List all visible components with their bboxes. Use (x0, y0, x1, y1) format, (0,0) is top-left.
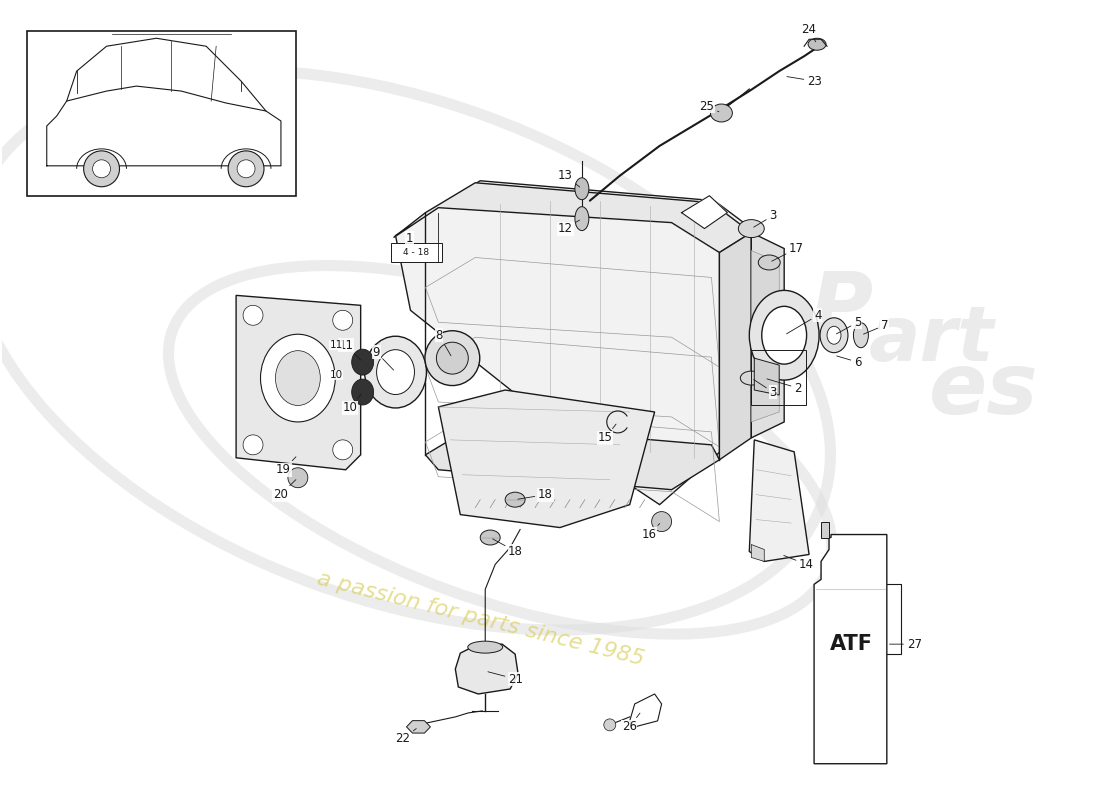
Polygon shape (407, 721, 430, 733)
Text: 27: 27 (890, 638, 922, 650)
Ellipse shape (808, 38, 826, 50)
Circle shape (333, 440, 353, 460)
Ellipse shape (425, 330, 480, 386)
Text: 3: 3 (754, 209, 777, 227)
Text: euro: euro (558, 269, 779, 352)
Text: 23: 23 (786, 74, 822, 88)
Text: 2: 2 (767, 379, 802, 394)
Ellipse shape (364, 336, 427, 408)
Text: P: P (810, 269, 872, 352)
Text: 21: 21 (488, 672, 524, 686)
Text: 13: 13 (558, 170, 580, 187)
Circle shape (604, 719, 616, 731)
Ellipse shape (275, 350, 320, 406)
Text: 24: 24 (801, 22, 816, 42)
Circle shape (243, 435, 263, 455)
Polygon shape (426, 425, 719, 490)
Ellipse shape (821, 318, 848, 353)
Ellipse shape (261, 334, 336, 422)
Text: 4: 4 (786, 309, 822, 334)
Text: 14: 14 (784, 555, 814, 571)
Text: ATF: ATF (829, 634, 872, 654)
Text: 25: 25 (700, 99, 719, 113)
Polygon shape (439, 390, 654, 527)
Text: 6: 6 (837, 356, 861, 369)
Ellipse shape (468, 641, 503, 653)
Ellipse shape (854, 322, 868, 348)
Circle shape (228, 151, 264, 186)
Ellipse shape (575, 206, 589, 230)
Ellipse shape (740, 371, 762, 385)
Polygon shape (682, 196, 727, 229)
Text: 10: 10 (330, 370, 343, 380)
Circle shape (238, 160, 255, 178)
Text: art: art (869, 303, 994, 378)
Polygon shape (455, 644, 518, 694)
Text: 16: 16 (641, 523, 660, 541)
Text: 22: 22 (396, 729, 416, 746)
Ellipse shape (481, 530, 500, 545)
Circle shape (288, 468, 308, 488)
Circle shape (651, 512, 672, 531)
Text: 26: 26 (621, 713, 640, 734)
Polygon shape (821, 522, 829, 538)
Text: 3: 3 (754, 379, 777, 398)
Text: 11: 11 (330, 340, 343, 350)
Circle shape (92, 160, 110, 178)
Text: 8: 8 (436, 329, 451, 356)
Circle shape (84, 151, 120, 186)
Ellipse shape (505, 492, 525, 507)
Text: 9: 9 (373, 346, 394, 370)
Polygon shape (751, 545, 764, 562)
Polygon shape (755, 358, 779, 395)
Text: 19: 19 (276, 457, 296, 476)
Bar (26, 31, 296, 196)
Text: 17: 17 (772, 242, 804, 262)
Text: 12: 12 (558, 220, 580, 235)
Circle shape (333, 310, 353, 330)
Polygon shape (236, 295, 361, 470)
Text: 15: 15 (597, 424, 616, 444)
Text: es: es (928, 349, 1038, 431)
Ellipse shape (749, 290, 820, 380)
Text: 18: 18 (518, 488, 553, 501)
Ellipse shape (352, 349, 374, 375)
Ellipse shape (376, 350, 415, 394)
Text: 7: 7 (864, 318, 889, 334)
Polygon shape (814, 534, 887, 764)
Ellipse shape (738, 220, 764, 238)
Text: 20: 20 (273, 480, 296, 501)
Ellipse shape (762, 306, 806, 364)
Polygon shape (629, 694, 661, 727)
Ellipse shape (575, 178, 589, 200)
Polygon shape (751, 250, 779, 422)
Ellipse shape (437, 342, 469, 374)
Polygon shape (751, 233, 784, 438)
Text: 5: 5 (836, 316, 861, 334)
FancyBboxPatch shape (390, 242, 442, 262)
Text: 1: 1 (406, 232, 412, 245)
Polygon shape (719, 233, 751, 460)
Text: 4 - 18: 4 - 18 (404, 248, 429, 257)
Circle shape (243, 306, 263, 326)
Text: 18: 18 (493, 539, 522, 558)
Bar (751, 350, 806, 405)
Polygon shape (394, 182, 751, 253)
Ellipse shape (758, 255, 780, 270)
Ellipse shape (352, 379, 374, 405)
Text: 10: 10 (343, 394, 361, 414)
Text: a passion for parts since 1985: a passion for parts since 1985 (315, 569, 646, 670)
Text: 11: 11 (339, 338, 361, 360)
Polygon shape (396, 181, 755, 505)
Ellipse shape (711, 104, 733, 122)
Polygon shape (749, 440, 810, 562)
Ellipse shape (827, 326, 842, 344)
